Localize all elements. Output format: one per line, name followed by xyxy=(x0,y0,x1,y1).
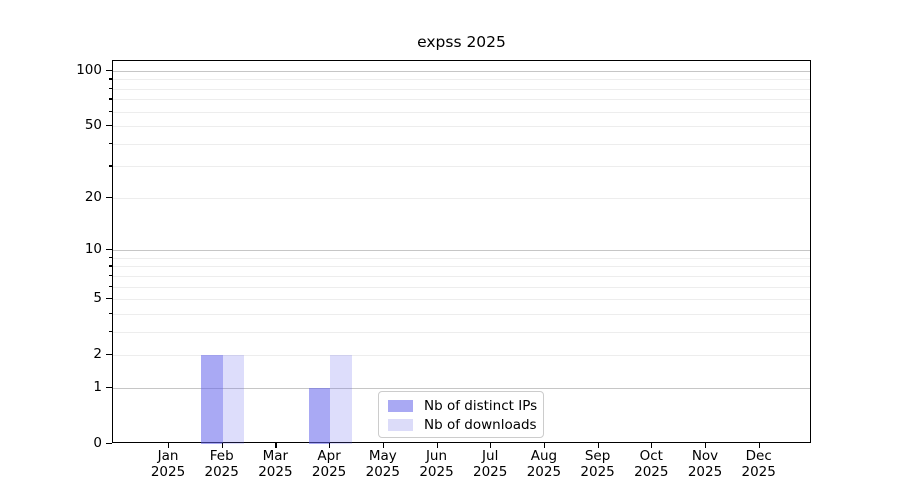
y-minor-tick xyxy=(109,142,112,145)
gridline-major xyxy=(113,250,810,252)
chart-title: expss 2025 xyxy=(417,33,506,51)
x-tick xyxy=(651,443,653,448)
y-tick-label: 100 xyxy=(76,61,102,78)
y-minor-tick xyxy=(109,98,112,100)
bar-downloads xyxy=(330,355,352,444)
gridline-minor xyxy=(113,143,810,145)
y-minor-tick xyxy=(109,312,112,315)
x-tick xyxy=(705,443,707,448)
x-tick xyxy=(221,443,223,448)
plot-area xyxy=(112,60,811,444)
x-tick xyxy=(597,443,599,448)
gridline-major xyxy=(113,70,810,72)
x-tick-label: Oct 2025 xyxy=(634,448,669,480)
gridline-minor xyxy=(113,299,810,301)
x-tick xyxy=(168,443,170,448)
bar-distinct-ips xyxy=(201,355,223,444)
gridline-major xyxy=(113,387,810,389)
bar-distinct-ips xyxy=(308,387,331,444)
y-minor-tick xyxy=(109,165,112,167)
y-tick-label: 20 xyxy=(84,188,102,205)
y-tick xyxy=(106,443,112,445)
x-tick xyxy=(382,443,384,448)
x-tick-label: May 2025 xyxy=(365,448,400,480)
x-tick-label: Jul 2025 xyxy=(473,448,508,480)
x-tick xyxy=(490,443,492,448)
gridline-minor xyxy=(113,111,810,113)
y-minor-tick xyxy=(109,330,112,333)
gridline-minor xyxy=(113,286,810,288)
x-tick-label: Sep 2025 xyxy=(580,448,615,480)
x-tick xyxy=(329,443,331,448)
x-tick-label: Jan 2025 xyxy=(150,448,186,480)
x-tick-label: Aug 2025 xyxy=(526,448,562,480)
gridline-minor xyxy=(113,126,810,128)
x-tick-label: Feb 2025 xyxy=(204,448,239,480)
y-tick-label: 1 xyxy=(93,378,102,395)
legend-swatch-distinct-ips xyxy=(388,400,413,412)
gridline-minor xyxy=(113,257,810,259)
y-tick xyxy=(106,249,112,251)
legend-item-distinct-ips: Nb of distinct IPs xyxy=(388,397,543,415)
legend: Nb of distinct IPs Nb of downloads xyxy=(378,391,544,438)
x-tick-label: Nov 2025 xyxy=(687,448,723,480)
y-tick xyxy=(106,386,112,389)
y-minor-tick xyxy=(109,256,112,259)
x-tick xyxy=(543,443,546,448)
gridline-minor xyxy=(113,275,810,277)
x-tick xyxy=(275,443,277,448)
y-tick-label: 0 xyxy=(93,435,102,451)
legend-label-downloads: Nb of downloads xyxy=(424,417,537,433)
x-tick xyxy=(436,443,438,448)
y-tick-label: 2 xyxy=(93,346,102,363)
bar-downloads xyxy=(222,355,245,444)
gridline-minor xyxy=(113,166,810,168)
y-tick xyxy=(106,125,112,127)
gridline-minor xyxy=(113,79,810,81)
y-minor-tick xyxy=(109,87,112,89)
x-tick-label: Jun 2025 xyxy=(419,448,454,480)
legend-swatch-downloads xyxy=(388,419,413,431)
x-tick-label: Mar 2025 xyxy=(258,448,293,480)
legend-label-distinct-ips: Nb of distinct IPs xyxy=(424,398,538,414)
x-tick xyxy=(758,443,760,448)
gridline-minor xyxy=(113,197,810,199)
y-minor-tick xyxy=(109,78,112,80)
y-minor-tick xyxy=(109,285,112,287)
x-tick-label: Dec 2025 xyxy=(741,448,776,480)
y-tick xyxy=(106,354,112,356)
y-minor-tick xyxy=(109,274,112,277)
legend-item-downloads: Nb of downloads xyxy=(388,416,543,434)
y-tick xyxy=(106,196,112,199)
gridline-minor xyxy=(113,88,810,90)
gridline-minor xyxy=(113,355,810,357)
y-tick-label: 5 xyxy=(93,290,102,307)
y-tick xyxy=(106,69,112,72)
y-minor-tick xyxy=(109,110,112,112)
gridline-minor xyxy=(113,313,810,315)
x-tick-label: Apr 2025 xyxy=(311,448,347,480)
gridline-minor xyxy=(113,266,810,268)
y-tick xyxy=(106,298,112,300)
y-tick-label: 10 xyxy=(84,241,102,258)
y-tick-label: 50 xyxy=(84,117,102,134)
y-minor-tick xyxy=(109,265,112,267)
gridline-minor xyxy=(113,331,810,333)
gridline-minor xyxy=(113,99,810,101)
